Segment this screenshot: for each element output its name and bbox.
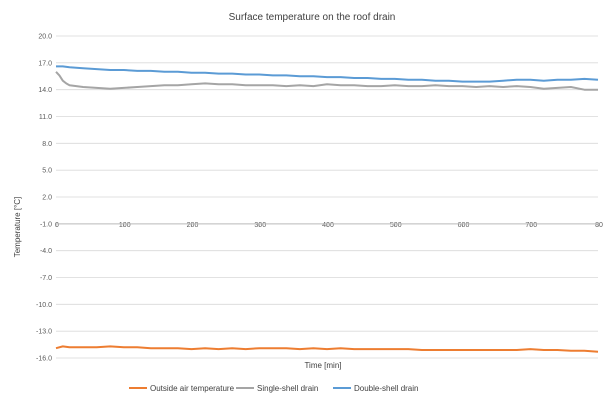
x-tick-label: 100: [119, 222, 131, 229]
x-tick-label: 80: [595, 222, 603, 229]
x-tick-label: 0: [55, 222, 59, 229]
series-line-1: [55, 71, 598, 91]
y-tick-label: -16.0: [36, 356, 52, 363]
series-line-2: [56, 65, 599, 83]
legend: Outside air temperature Single-shell drai…: [129, 384, 418, 393]
x-tick-label: 400: [322, 222, 334, 229]
y-tick-label: -7.0: [40, 275, 52, 282]
y-axis-ticks: 20.0 17.0 14.0 11.0 8.0 5.0 2.0 -1.0 -4.0 -7.0 -10…: [36, 34, 52, 363]
x-tick-label: 200: [187, 222, 199, 229]
x-tick-label: 500: [390, 222, 402, 229]
y-tick-label: 17.0: [38, 60, 52, 67]
legend-label: Outside air temperature: [150, 384, 235, 393]
y-tick-label: -13.0: [36, 329, 52, 336]
x-axis-label: Time [min]: [304, 361, 341, 370]
series-line-0: [55, 345, 599, 353]
y-axis-label: Temperature [°C]: [13, 197, 22, 258]
y-tick-label: -10.0: [36, 302, 52, 309]
y-tick-label: -1.0: [40, 221, 52, 228]
chart-title: Surface temperature on the roof drain: [229, 12, 396, 23]
x-tick-label: 700: [525, 222, 537, 229]
y-tick-label: -4.0: [40, 248, 52, 255]
legend-label: Single-shell drain: [257, 384, 318, 393]
y-tick-label: 2.0: [42, 195, 52, 202]
y-tick-label: 8.0: [42, 141, 52, 148]
y-tick-label: 5.0: [42, 168, 52, 175]
x-tick-label: 600: [458, 222, 470, 229]
series-lines: [55, 65, 599, 353]
y-tick-label: 14.0: [38, 87, 52, 94]
grid: [56, 35, 598, 359]
x-axis-ticks: 0 100 200 300 400 500 600 700 80: [55, 222, 603, 229]
x-tick-label: 300: [254, 222, 266, 229]
legend-label: Double-shell drain: [354, 384, 418, 393]
y-tick-label: 20.0: [38, 34, 52, 41]
y-tick-label: 11.0: [39, 114, 52, 121]
